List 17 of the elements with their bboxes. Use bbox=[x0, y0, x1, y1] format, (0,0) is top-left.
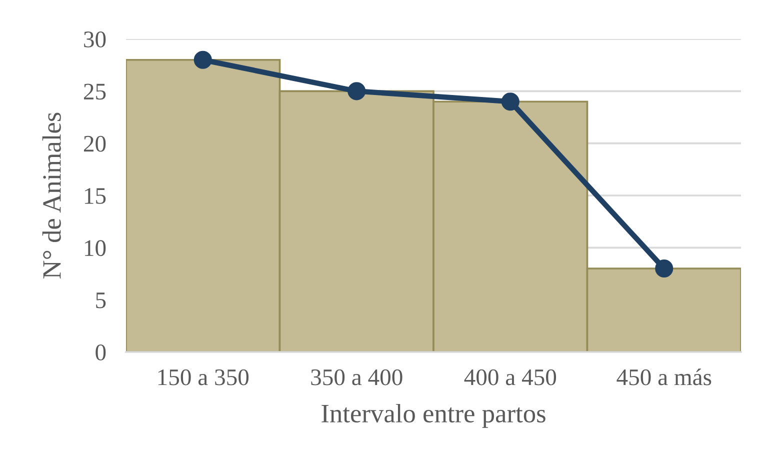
y-tick-label: 25 bbox=[84, 84, 106, 100]
y-axis-title: N° de Animales bbox=[42, 112, 61, 278]
point bbox=[194, 50, 212, 69]
y-tick-label: 30 bbox=[84, 31, 106, 48]
point bbox=[348, 82, 366, 100]
y-tick-label: 20 bbox=[84, 136, 106, 152]
x-axis-title: Intervalo entre partos bbox=[322, 404, 546, 428]
point bbox=[655, 260, 674, 278]
point bbox=[501, 92, 520, 111]
x-tick-label: 450 a más bbox=[616, 368, 712, 386]
y-tick-label: 15 bbox=[85, 188, 106, 204]
x-tick-label: 150 a 350 bbox=[158, 369, 249, 386]
y-tick-label: 0 bbox=[96, 344, 106, 360]
x-tick-label: 350 a 400 bbox=[311, 369, 402, 386]
y-tick-label: 10 bbox=[85, 240, 106, 256]
x-tick-label: 400 a 450 bbox=[464, 369, 556, 386]
y-tick-label: 5 bbox=[96, 292, 106, 308]
